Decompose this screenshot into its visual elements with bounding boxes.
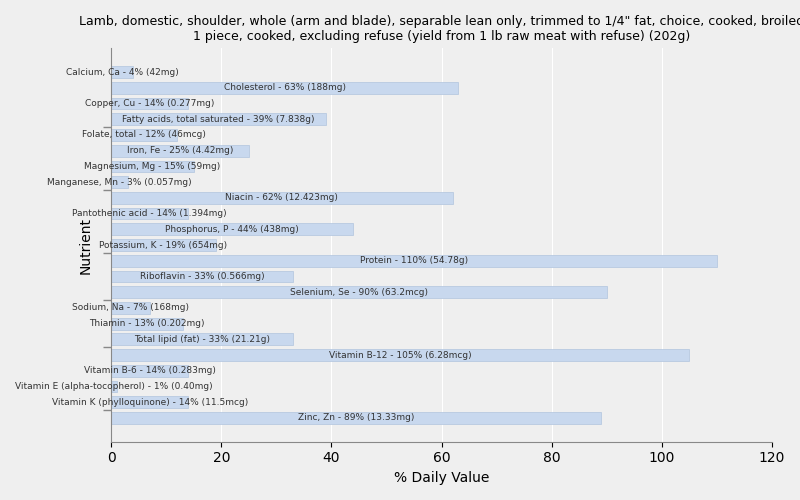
Text: Pantothenic acid - 14% (1.394mg): Pantothenic acid - 14% (1.394mg) <box>73 209 227 218</box>
Bar <box>111 286 606 298</box>
Y-axis label: Nutrient: Nutrient <box>78 216 93 274</box>
Bar <box>111 160 194 172</box>
Bar <box>111 412 601 424</box>
Text: Folate, total - 12% (46mcg): Folate, total - 12% (46mcg) <box>82 130 206 140</box>
Text: Sodium, Na - 7% (168mg): Sodium, Na - 7% (168mg) <box>72 304 189 312</box>
Text: Phosphorus, P - 44% (438mg): Phosphorus, P - 44% (438mg) <box>166 225 299 234</box>
Text: Calcium, Ca - 4% (42mg): Calcium, Ca - 4% (42mg) <box>66 68 178 76</box>
Bar <box>111 239 216 251</box>
Text: Niacin - 62% (12.423mg): Niacin - 62% (12.423mg) <box>226 194 338 202</box>
Text: Potassium, K - 19% (654mg): Potassium, K - 19% (654mg) <box>99 240 227 250</box>
Bar <box>111 114 326 125</box>
Text: Vitamin B-6 - 14% (0.283mg): Vitamin B-6 - 14% (0.283mg) <box>84 366 216 376</box>
Bar <box>111 365 188 376</box>
Bar <box>111 145 249 156</box>
Bar <box>111 318 182 330</box>
Bar <box>111 396 188 408</box>
Text: Manganese, Mn - 3% (0.057mg): Manganese, Mn - 3% (0.057mg) <box>47 178 192 186</box>
Text: Total lipid (fat) - 33% (21.21g): Total lipid (fat) - 33% (21.21g) <box>134 335 270 344</box>
Text: Zinc, Zn - 89% (13.33mg): Zinc, Zn - 89% (13.33mg) <box>298 414 414 422</box>
Bar <box>111 255 717 266</box>
Text: Riboflavin - 33% (0.566mg): Riboflavin - 33% (0.566mg) <box>140 272 264 281</box>
Text: Copper, Cu - 14% (0.277mg): Copper, Cu - 14% (0.277mg) <box>85 99 214 108</box>
Title: Lamb, domestic, shoulder, whole (arm and blade), separable lean only, trimmed to: Lamb, domestic, shoulder, whole (arm and… <box>79 15 800 43</box>
Bar <box>111 380 117 392</box>
Text: Vitamin B-12 - 105% (6.28mcg): Vitamin B-12 - 105% (6.28mcg) <box>329 350 471 360</box>
Bar <box>111 270 293 282</box>
Text: Cholesterol - 63% (188mg): Cholesterol - 63% (188mg) <box>224 84 346 92</box>
Text: Magnesium, Mg - 15% (59mg): Magnesium, Mg - 15% (59mg) <box>84 162 221 171</box>
Text: Fatty acids, total saturated - 39% (7.838g): Fatty acids, total saturated - 39% (7.83… <box>122 115 315 124</box>
Bar <box>111 98 188 110</box>
X-axis label: % Daily Value: % Daily Value <box>394 471 490 485</box>
Bar <box>111 334 293 345</box>
Text: Vitamin K (phylloquinone) - 14% (11.5mcg): Vitamin K (phylloquinone) - 14% (11.5mcg… <box>52 398 248 406</box>
Bar <box>111 302 150 314</box>
Bar <box>111 82 458 94</box>
Bar <box>111 208 188 220</box>
Text: Protein - 110% (54.78g): Protein - 110% (54.78g) <box>360 256 468 265</box>
Text: Selenium, Se - 90% (63.2mcg): Selenium, Se - 90% (63.2mcg) <box>290 288 428 296</box>
Bar <box>111 129 178 141</box>
Bar <box>111 66 134 78</box>
Bar <box>111 349 690 361</box>
Bar <box>111 192 453 204</box>
Text: Iron, Fe - 25% (4.42mg): Iron, Fe - 25% (4.42mg) <box>127 146 234 155</box>
Bar <box>111 224 354 235</box>
Text: Thiamin - 13% (0.202mg): Thiamin - 13% (0.202mg) <box>90 319 205 328</box>
Text: Vitamin E (alpha-tocopherol) - 1% (0.40mg): Vitamin E (alpha-tocopherol) - 1% (0.40m… <box>15 382 213 391</box>
Bar <box>111 176 128 188</box>
